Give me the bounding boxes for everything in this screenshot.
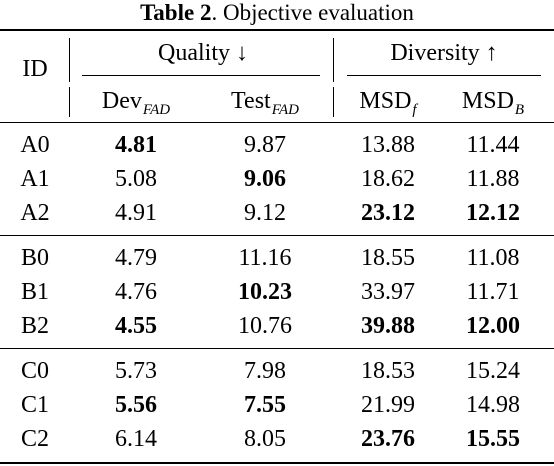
header-rule: [0, 122, 554, 123]
column-header-base: Test: [231, 88, 271, 114]
column-header-subscript: f: [412, 102, 417, 118]
table-cell: 10.76: [238, 313, 292, 339]
row-id: B2: [20, 313, 50, 339]
table-cell: 13.88: [361, 132, 415, 158]
table-cell: 11.71: [466, 279, 520, 305]
column-header-base: MSD: [359, 88, 412, 114]
table-caption: Table 2. Objective evaluation: [0, 0, 554, 26]
table-cell: 12.12: [466, 200, 520, 226]
table-cell: 18.53: [361, 358, 415, 384]
table-cell: 7.55: [244, 392, 286, 418]
column-header-4: MSDB: [462, 86, 524, 119]
table-cell: 9.06: [244, 166, 286, 192]
row-id: A0: [20, 132, 50, 158]
table-cell: 5.56: [115, 392, 157, 418]
table-cell: 14.98: [466, 392, 520, 418]
table-cell: 11.16: [238, 245, 292, 271]
table-cell: 11.88: [466, 166, 520, 192]
group-separator-top: [333, 38, 334, 82]
row-id: B1: [20, 279, 50, 305]
table-cell: 9.87: [244, 132, 286, 158]
table-cell: 11.08: [466, 245, 520, 271]
row-id: B0: [20, 245, 50, 271]
column-header-base: Dev: [101, 88, 142, 114]
table-cell: 5.08: [115, 166, 157, 192]
table-cell: 4.81: [115, 132, 157, 158]
column-header-subscript: FAD: [142, 102, 171, 118]
row-id: C1: [20, 392, 50, 418]
column-header-3: MSDf: [359, 86, 416, 119]
row-id: A2: [20, 200, 50, 226]
column-header-2: TestFAD: [231, 86, 299, 119]
table-cell: 7.98: [244, 358, 286, 384]
diversity-cmidrule: [347, 75, 541, 76]
id-separator-top: [69, 38, 70, 82]
table-cell: 21.99: [361, 392, 415, 418]
row-id: C2: [20, 426, 50, 452]
table-cell: 4.91: [115, 200, 157, 226]
top-rule: [0, 29, 554, 31]
table-cell: 39.88: [361, 313, 415, 339]
table-cell: 12.00: [466, 313, 520, 339]
table-cell: 18.55: [361, 245, 415, 271]
table-cell: 4.55: [115, 313, 157, 339]
column-header-1: DevFAD: [102, 86, 170, 119]
table-cell: 33.97: [361, 279, 415, 305]
table-cell: 10.23: [238, 279, 292, 305]
caption-text: . Objective evaluation: [211, 0, 414, 25]
table-cell: 4.79: [115, 245, 157, 271]
quality-cmidrule: [82, 75, 320, 76]
group-rule: [0, 348, 554, 349]
table-cell: 11.44: [466, 132, 520, 158]
column-header-subscript: B: [514, 102, 525, 118]
table-cell: 8.05: [244, 426, 286, 452]
row-id: C0: [20, 358, 50, 384]
bottom-rule: [0, 462, 554, 464]
table-cell: 15.24: [466, 358, 520, 384]
table-cell: 23.12: [361, 200, 415, 226]
caption-label: Table 2: [140, 0, 212, 25]
table-cell: 18.62: [361, 166, 415, 192]
column-header-subscript: FAD: [271, 102, 299, 118]
table-cell: 6.14: [115, 426, 157, 452]
id-separator-bottom: [69, 87, 70, 117]
table-cell: 5.73: [115, 358, 157, 384]
header-diversity: Diversity ↑: [390, 40, 498, 66]
header-quality: Quality ↓: [158, 40, 248, 66]
header-id: ID: [22, 56, 48, 82]
group-separator-bottom: [333, 87, 334, 117]
table-cell: 9.12: [244, 200, 286, 226]
column-header-base: MSD: [461, 88, 514, 114]
row-id: A1: [20, 166, 50, 192]
table-cell: 15.55: [466, 426, 520, 452]
group-rule: [0, 235, 554, 236]
table-cell: 23.76: [361, 426, 415, 452]
table-cell: 4.76: [115, 279, 157, 305]
